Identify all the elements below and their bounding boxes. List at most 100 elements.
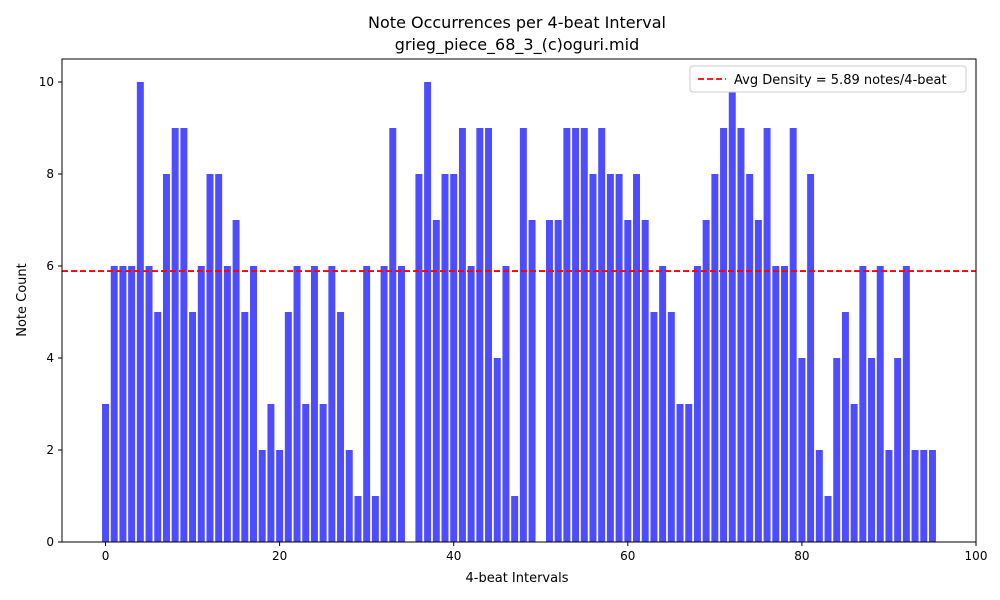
bar-46 xyxy=(502,266,510,542)
bar-8 xyxy=(171,128,179,542)
chart-subtitle: grieg_piece_68_3_(c)oguri.mid xyxy=(395,35,639,55)
bar-52 xyxy=(554,220,562,542)
bar-44 xyxy=(485,128,493,542)
bar-57 xyxy=(598,128,606,542)
bar-91 xyxy=(894,358,902,542)
bar-24 xyxy=(310,266,318,542)
bar-67 xyxy=(685,404,693,542)
bars-group xyxy=(102,82,936,542)
bar-2 xyxy=(119,266,127,542)
x-tick-label-80: 80 xyxy=(794,549,809,563)
bar-87 xyxy=(859,266,867,542)
bar-33 xyxy=(389,128,397,542)
bar-26 xyxy=(328,266,336,542)
bar-11 xyxy=(197,266,205,542)
bar-6 xyxy=(154,312,162,542)
bar-86 xyxy=(850,404,858,542)
bar-70 xyxy=(711,174,719,542)
bar-31 xyxy=(371,496,379,542)
bar-32 xyxy=(380,266,388,542)
bar-40 xyxy=(450,174,458,542)
x-tick-label-60: 60 xyxy=(620,549,635,563)
bar-55 xyxy=(580,128,588,542)
bar-60 xyxy=(624,220,632,542)
x-axis-label: 4-beat Intervals xyxy=(466,571,569,586)
bar-83 xyxy=(824,496,832,542)
bar-80 xyxy=(798,358,806,542)
bar-30 xyxy=(363,266,371,542)
bar-7 xyxy=(162,174,170,542)
bar-77 xyxy=(772,266,780,542)
bar-28 xyxy=(345,450,353,542)
bar-88 xyxy=(868,358,876,542)
bar-85 xyxy=(841,312,849,542)
legend: Avg Density = 5.89 notes/4-beat xyxy=(689,65,967,93)
x-ticks-group: 0 20 40 60 80 100 xyxy=(102,542,988,563)
bar-94 xyxy=(920,450,928,542)
bar-63 xyxy=(650,312,658,542)
x-tick-label-40: 40 xyxy=(446,549,461,563)
y-ticks-group: 0 2 4 6 8 10 xyxy=(39,75,62,549)
bar-56 xyxy=(589,174,597,542)
bar-92 xyxy=(902,266,910,542)
bar-84 xyxy=(833,358,841,542)
bar-42 xyxy=(467,266,475,542)
bar-16 xyxy=(241,312,249,542)
bar-4 xyxy=(136,82,144,542)
bar-78 xyxy=(781,266,788,542)
bar-3 xyxy=(128,266,136,542)
x-tick-label-20: 20 xyxy=(272,549,287,563)
y-tick-label-8: 8 xyxy=(46,167,54,181)
legend-label: Avg Density = 5.89 notes/4-beat xyxy=(734,73,947,88)
bar-51 xyxy=(545,220,553,542)
bar-23 xyxy=(302,404,310,542)
bar-21 xyxy=(284,312,292,542)
bar-66 xyxy=(676,404,684,542)
bar-41 xyxy=(458,128,466,542)
bar-37 xyxy=(424,82,432,542)
bar-53 xyxy=(563,128,571,542)
bar-75 xyxy=(754,220,762,542)
bar-72 xyxy=(728,82,736,542)
bar-47 xyxy=(511,496,519,542)
bar-18 xyxy=(258,450,266,542)
bar-13 xyxy=(215,174,223,542)
bar-65 xyxy=(667,312,675,542)
bar-0 xyxy=(102,404,110,542)
bar-64 xyxy=(659,266,667,542)
bar-95 xyxy=(928,450,936,542)
bar-5 xyxy=(145,266,153,542)
bar-34 xyxy=(398,266,405,542)
bar-79 xyxy=(789,128,797,542)
bar-17 xyxy=(250,266,257,542)
bar-81 xyxy=(807,174,815,542)
bar-58 xyxy=(606,174,614,542)
bar-54 xyxy=(572,128,580,542)
bar-36 xyxy=(415,174,423,542)
x-tick-label-0: 0 xyxy=(102,549,110,563)
bar-12 xyxy=(206,174,214,542)
x-tick-label-100: 100 xyxy=(965,549,988,563)
bar-59 xyxy=(615,174,623,542)
bar-74 xyxy=(746,174,754,542)
bar-82 xyxy=(815,450,823,542)
bar-38 xyxy=(432,220,440,542)
legend-box xyxy=(689,65,967,93)
y-tick-label-6: 6 xyxy=(46,259,54,273)
bar-20 xyxy=(276,450,284,542)
y-axis-label: Note Count xyxy=(15,263,30,337)
bar-10 xyxy=(189,312,197,542)
bar-15 xyxy=(232,220,240,542)
bar-9 xyxy=(180,128,188,542)
bar-71 xyxy=(720,128,728,542)
bar-61 xyxy=(633,174,640,542)
bar-25 xyxy=(319,404,327,542)
plot-frame xyxy=(61,58,977,543)
bar-93 xyxy=(911,450,919,542)
bar-29 xyxy=(354,496,362,542)
y-tick-label-4: 4 xyxy=(46,351,54,365)
y-tick-label-10: 10 xyxy=(39,75,54,89)
bar-14 xyxy=(223,266,231,542)
bar-19 xyxy=(267,404,275,542)
bar-22 xyxy=(293,266,301,542)
